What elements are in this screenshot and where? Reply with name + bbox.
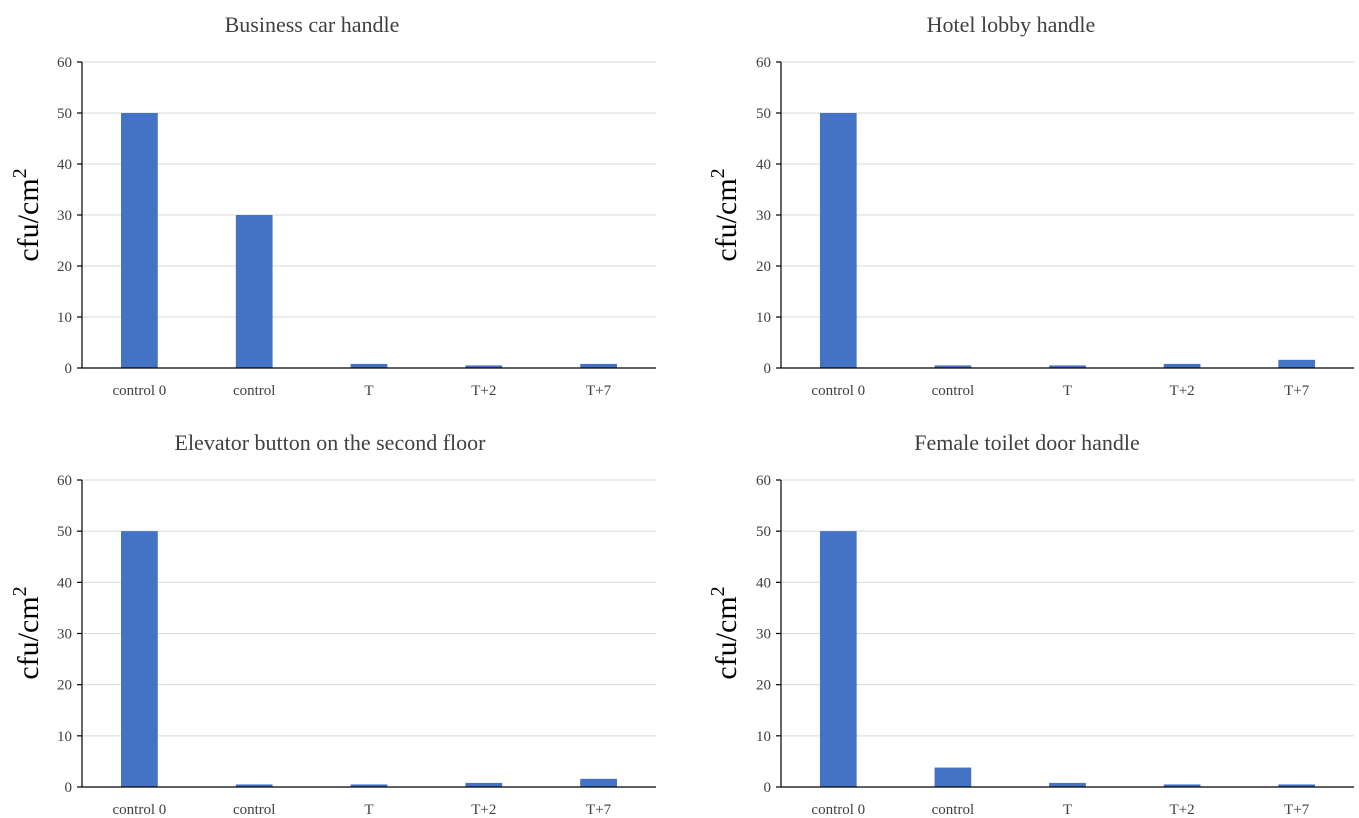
bar-control-0 xyxy=(121,531,158,787)
y-tick-label: 0 xyxy=(764,780,772,796)
bar-control xyxy=(235,215,273,368)
bar-control xyxy=(235,784,273,787)
y-tick-label: 20 xyxy=(756,678,771,694)
bar-t-7 xyxy=(1278,784,1316,787)
x-tick-label: T+7 xyxy=(586,802,612,818)
x-tick-label: control 0 xyxy=(113,802,167,818)
x-tick-label: control 0 xyxy=(113,383,167,399)
chart-panel-business-car-handle: Business car handle cfu/cm2 0 10 20 30 40 50 6… xyxy=(9,12,656,399)
bar-t xyxy=(1049,782,1086,787)
x-tick-label: T xyxy=(1063,383,1072,399)
y-tick-label: 10 xyxy=(756,729,771,745)
bar-control xyxy=(934,365,972,368)
x-tick-label: T xyxy=(364,802,373,818)
y-axis-label: cfu/cm2 xyxy=(9,586,45,679)
y-tick-label: 0 xyxy=(65,361,73,377)
bar-t-7 xyxy=(580,363,617,368)
y-tick-label: 40 xyxy=(57,575,72,591)
y-tick-label: 60 xyxy=(756,55,771,71)
y-tick-label: 50 xyxy=(57,106,72,122)
y-tick-label: 60 xyxy=(57,55,72,71)
plot-area: 0 10 20 30 40 50 60 control 0 control T T+2 T+7 xyxy=(756,473,1354,818)
y-tick-label: 50 xyxy=(57,524,72,540)
y-tick-label: 20 xyxy=(57,678,72,694)
x-tick-label: T+7 xyxy=(586,383,612,399)
y-tick-label: 10 xyxy=(57,729,72,745)
y-tick-label: 30 xyxy=(756,208,771,224)
bar-t xyxy=(1049,365,1086,368)
x-tick-label: T+7 xyxy=(1284,802,1310,818)
y-tick-label: 0 xyxy=(764,361,772,377)
bar-t-2 xyxy=(465,782,503,787)
y-tick-label: 30 xyxy=(756,627,771,643)
bar-t-7 xyxy=(580,778,617,787)
chart-panel-female-toilet-door-handle: Female toilet door handle cfu/cm2 0 10 20 3… xyxy=(707,430,1354,818)
bar-control-0 xyxy=(819,531,857,787)
y-tick-label: 50 xyxy=(756,524,771,540)
x-tick-label: T+2 xyxy=(471,802,496,818)
y-axis-label: cfu/cm2 xyxy=(707,586,743,679)
y-tick-label: 60 xyxy=(756,473,771,489)
chart-panel-elevator-button: Elevator button on the second floor cfu/… xyxy=(9,430,656,818)
y-tick-label: 40 xyxy=(756,575,771,591)
y-tick-label: 30 xyxy=(57,208,72,224)
chart-title: Business car handle xyxy=(225,12,400,37)
y-tick-label: 60 xyxy=(57,473,72,489)
y-tick-label: 20 xyxy=(57,259,72,275)
plot-area: 0 10 20 30 40 50 60 control 0 control T T+2 T+7 xyxy=(756,55,1354,399)
y-tick-label: 20 xyxy=(756,259,771,275)
x-tick-label: T+2 xyxy=(1170,802,1195,818)
y-tick-label: 50 xyxy=(756,106,771,122)
y-tick-label: 40 xyxy=(756,157,771,173)
x-tick-label: control 0 xyxy=(811,383,865,399)
y-axis-label: cfu/cm2 xyxy=(9,168,45,261)
x-tick-label: T xyxy=(1063,802,1072,818)
y-tick-label: 40 xyxy=(57,157,72,173)
x-tick-label: control xyxy=(932,383,975,399)
x-tick-label: control xyxy=(233,383,276,399)
chart-title: Female toilet door handle xyxy=(914,430,1139,455)
chart-title: Elevator button on the second floor xyxy=(175,430,487,455)
bar-control-0 xyxy=(819,113,857,368)
chart-title: Hotel lobby handle xyxy=(927,12,1096,37)
y-tick-label: 30 xyxy=(57,627,72,643)
bar-t xyxy=(350,363,388,368)
x-tick-label: T+7 xyxy=(1284,383,1310,399)
x-tick-label: control xyxy=(932,802,975,818)
bar-t-7 xyxy=(1278,359,1316,368)
bar-t-2 xyxy=(1163,363,1201,368)
y-axis-label: cfu/cm2 xyxy=(707,168,743,261)
bar-control xyxy=(934,767,972,787)
bar-control-0 xyxy=(121,113,158,368)
y-tick-label: 10 xyxy=(756,310,771,326)
x-tick-label: T+2 xyxy=(471,383,496,399)
x-tick-label: T+2 xyxy=(1170,383,1195,399)
chart-panel-hotel-lobby-handle: Hotel lobby handle cfu/cm2 0 10 20 30 40 50 60… xyxy=(707,12,1354,399)
x-tick-label: control 0 xyxy=(811,802,865,818)
x-tick-label: T xyxy=(364,383,373,399)
y-tick-label: 0 xyxy=(65,780,73,796)
plot-area: 0 10 20 30 40 50 60 control 0 control T T+2 T+7 xyxy=(57,55,656,399)
x-tick-label: control xyxy=(233,802,276,818)
bar-t xyxy=(350,784,388,787)
y-tick-label: 10 xyxy=(57,310,72,326)
plot-area: 0 10 20 30 40 50 60 control 0 control T T+2 T+7 xyxy=(57,473,656,818)
bar-t-2 xyxy=(1163,784,1201,787)
bar-t-2 xyxy=(465,365,503,368)
